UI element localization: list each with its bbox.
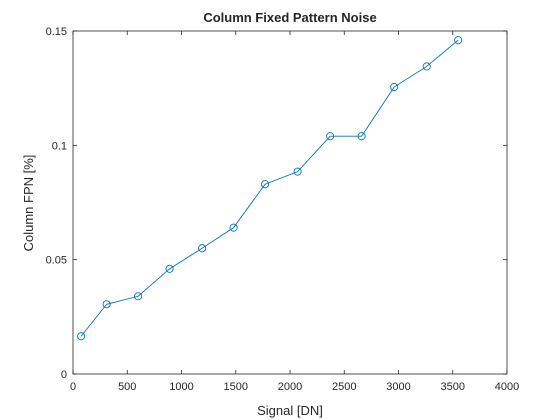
series-line bbox=[80, 39, 459, 337]
y-axis-label: Column FPN [%] bbox=[21, 155, 36, 252]
x-tick-label: 500 bbox=[118, 381, 136, 393]
data-point bbox=[390, 82, 399, 92]
data-point bbox=[357, 132, 366, 141]
y-tick-label: 0.15 bbox=[46, 26, 67, 38]
data-point bbox=[198, 244, 207, 253]
x-axis-label: Signal [DN] bbox=[257, 403, 323, 418]
data-point bbox=[102, 300, 111, 309]
y-tick-label: 0.05 bbox=[46, 255, 67, 267]
x-tick-label: 0 bbox=[70, 381, 76, 393]
data-point bbox=[326, 132, 335, 141]
x-tick-label: 2000 bbox=[278, 381, 302, 393]
x-tick-label: 3000 bbox=[386, 381, 410, 393]
data-point bbox=[77, 332, 86, 341]
y-tick-label: 0 bbox=[61, 369, 67, 381]
x-tick-label: 4000 bbox=[495, 381, 519, 393]
axes-box bbox=[72, 30, 508, 375]
data-point bbox=[260, 180, 270, 189]
chart-title: Column Fixed Pattern Noise bbox=[203, 10, 376, 25]
data-point bbox=[165, 264, 174, 273]
data-point bbox=[454, 36, 463, 45]
x-tick-label: 2500 bbox=[332, 381, 356, 393]
series-layer bbox=[77, 36, 463, 341]
x-tick-label: 3500 bbox=[441, 381, 465, 393]
y-tick-label: 0.1 bbox=[52, 140, 67, 152]
data-point bbox=[422, 62, 431, 71]
data-point bbox=[134, 292, 143, 301]
plot-area bbox=[73, 31, 507, 374]
data-point bbox=[293, 167, 302, 176]
x-tick-label: 1500 bbox=[224, 381, 248, 393]
ticks-layer: 0 500 1000 1500 2000 2500 3000 3500 4000 0 0.05 0.1… bbox=[46, 26, 520, 393]
data-point bbox=[229, 223, 238, 232]
x-tick-label: 1000 bbox=[169, 381, 193, 393]
